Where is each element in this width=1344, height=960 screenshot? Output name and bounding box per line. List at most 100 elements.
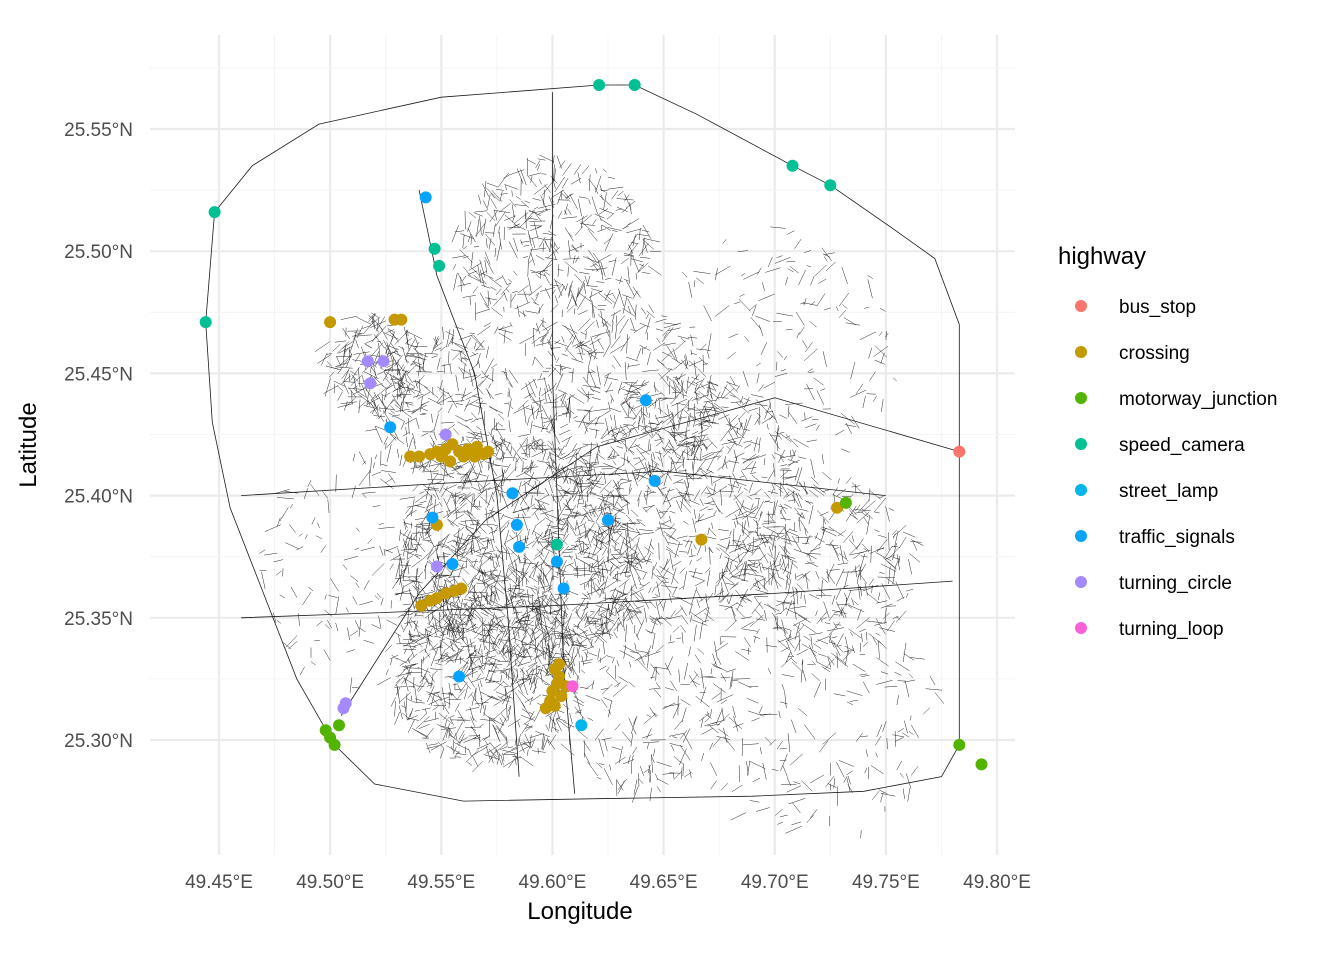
legend: highway bus_stop crossing motorway_junctio…	[1058, 243, 1277, 640]
arterial-road	[552, 92, 576, 794]
point-speed_camera	[428, 242, 441, 255]
x-tick-label: 49.55°E	[407, 872, 475, 893]
point-speed_camera	[824, 179, 837, 192]
y-tick-label: 25.55°N	[64, 120, 133, 141]
point-traffic_signals	[602, 514, 614, 526]
x-axis-ticks: 49.45°E 49.50°E 49.55°E 49.60°E 49.65°E 49.70…	[185, 872, 1031, 893]
arterial-road	[418, 190, 520, 777]
series-turning_loop	[566, 680, 579, 693]
point-speed_camera	[208, 206, 221, 219]
point-crossing	[404, 450, 417, 463]
point-traffic_signals	[506, 487, 519, 500]
y-axis-ticks: 25.30°N 25.35°N 25.40°N 25.45°N 25.50°N 25.55…	[64, 120, 133, 752]
legend-label-traffic_signals: traffic_signals	[1119, 527, 1235, 548]
point-speed_camera	[550, 538, 563, 551]
point-crossing	[695, 533, 708, 546]
point-crossing	[482, 445, 494, 458]
arterial-road	[241, 470, 886, 496]
point-motorway_junction	[333, 719, 345, 732]
point-crossing	[324, 316, 337, 329]
legend-label-street_lamp: street_lamp	[1119, 481, 1218, 502]
point-speed_camera	[786, 159, 799, 172]
y-axis-title: Latitude	[15, 402, 42, 487]
point-speed_camera	[433, 259, 446, 272]
legend-label-crossing: crossing	[1119, 343, 1190, 364]
legend-label-bus_stop: bus_stop	[1119, 297, 1196, 318]
series-bus_stop	[953, 445, 966, 458]
y-tick-label: 25.30°N	[64, 731, 133, 752]
point-turning_circle	[430, 560, 443, 573]
legend-key-motorway_junction	[1075, 392, 1087, 404]
point-turning_circle	[337, 702, 350, 715]
legend-key-turning_loop	[1075, 622, 1087, 634]
point-crossing	[395, 313, 408, 326]
point-traffic_signals	[557, 582, 570, 595]
point-traffic_signals	[426, 511, 439, 524]
legend-label-speed_camera: speed_camera	[1119, 435, 1245, 456]
legend-key-bus_stop	[1075, 300, 1087, 312]
point-crossing	[548, 699, 561, 712]
point-traffic_signals	[446, 558, 459, 570]
local-streets	[259, 154, 945, 839]
point-speed_camera	[593, 79, 606, 91]
x-tick-label: 49.80°E	[963, 872, 1031, 893]
road-network	[205, 84, 960, 839]
legend-title: highway	[1058, 243, 1146, 270]
point-crossing	[457, 450, 470, 463]
point-crossing	[455, 582, 468, 595]
point-bus_stop	[953, 445, 966, 458]
point-traffic_signals	[639, 394, 652, 407]
y-tick-label: 25.40°N	[64, 487, 133, 508]
point-speed_camera	[628, 79, 641, 91]
point-turning_loop	[566, 680, 579, 693]
point-traffic_signals	[513, 540, 526, 553]
point-turning_circle	[364, 377, 377, 390]
point-turning_circle	[361, 355, 374, 368]
series-speed_camera	[199, 79, 837, 551]
point-motorway_junction	[328, 738, 341, 751]
point-crossing	[553, 658, 566, 671]
point-traffic_signals	[384, 421, 397, 434]
point-traffic_signals	[550, 555, 563, 568]
y-tick-label: 25.50°N	[64, 242, 133, 263]
legend-label-turning_circle: turning_circle	[1119, 573, 1232, 594]
point-crossing	[444, 455, 457, 468]
point-motorway_junction	[953, 738, 966, 751]
legend-label-motorway_junction: motorway_junction	[1119, 389, 1277, 410]
point-traffic_signals	[453, 670, 466, 683]
point-crossing	[468, 450, 481, 463]
data-points	[199, 79, 988, 771]
legend-key-traffic_signals	[1075, 530, 1087, 542]
series-crossing	[324, 313, 843, 715]
point-turning_circle	[377, 355, 390, 368]
x-tick-label: 49.50°E	[296, 872, 364, 893]
point-traffic_signals	[510, 518, 523, 531]
point-crossing	[430, 592, 443, 605]
series-traffic_signals	[384, 191, 661, 683]
point-crossing	[555, 690, 568, 702]
legend-label-turning_loop: turning_loop	[1119, 619, 1224, 640]
x-tick-label: 49.60°E	[519, 872, 587, 893]
point-crossing	[415, 599, 428, 612]
legend-key-crossing	[1075, 346, 1087, 358]
arterial-road	[241, 580, 953, 619]
y-tick-label: 25.45°N	[64, 364, 133, 385]
point-crossing	[413, 450, 426, 463]
point-speed_camera	[199, 316, 212, 329]
x-axis-title: Longitude	[527, 898, 632, 925]
point-crossing	[435, 450, 448, 463]
x-tick-label: 49.75°E	[852, 872, 920, 893]
series-turning_circle	[337, 355, 452, 715]
point-traffic_signals	[419, 191, 432, 204]
legend-key-speed_camera	[1075, 438, 1087, 450]
y-tick-label: 25.35°N	[64, 609, 133, 630]
grid-lines	[150, 35, 1015, 855]
x-tick-label: 49.70°E	[741, 872, 809, 893]
point-crossing	[546, 685, 559, 698]
ring-road	[205, 84, 960, 802]
point-crossing	[831, 501, 843, 514]
legend-key-street_lamp	[1075, 484, 1087, 496]
legend-key-turning_circle	[1075, 576, 1087, 588]
series-street_lamp	[575, 719, 588, 732]
